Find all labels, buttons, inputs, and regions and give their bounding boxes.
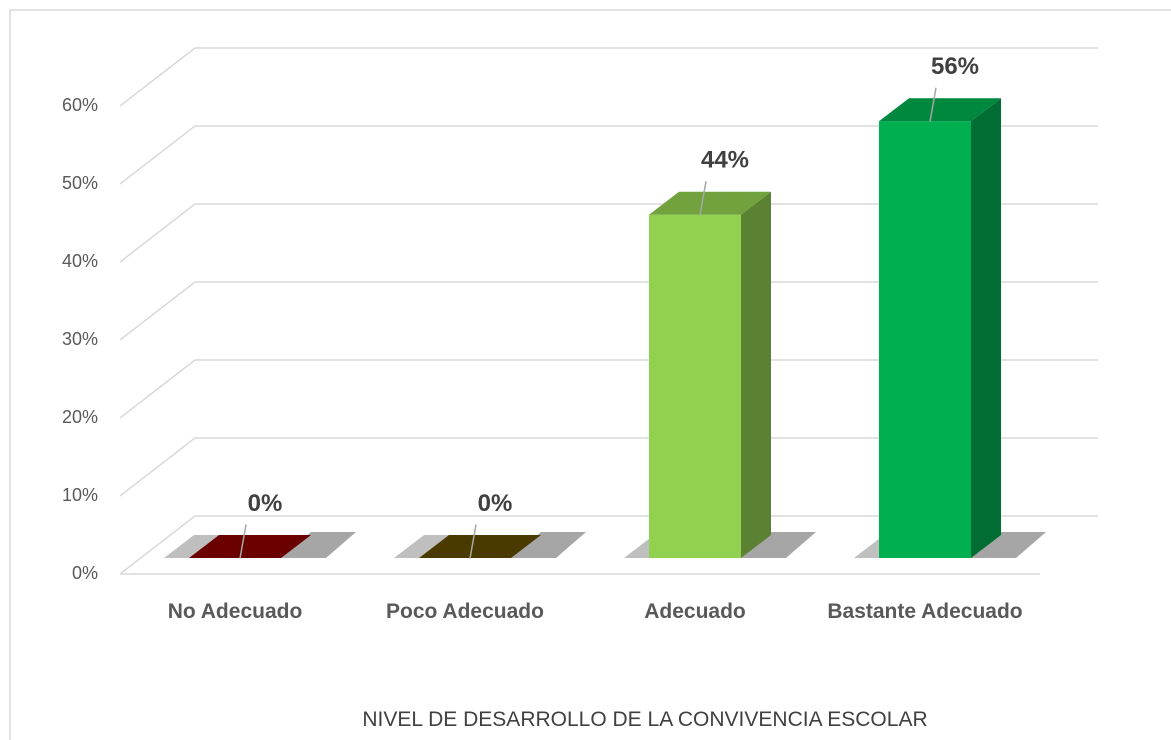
y-tick-label: 40% [62,251,98,271]
bar-top [879,98,1001,122]
x-tick-label: Poco Adecuado [386,600,544,623]
y-tick-label: 10% [62,485,98,505]
y-tick-label: 60% [62,95,98,115]
bar-shadow [164,535,219,558]
y-tick-label: 20% [62,407,98,427]
grid-line-side [119,125,196,185]
bar [624,191,816,559]
grid-line-side [119,437,196,497]
x-tick-label: No Adecuado [167,600,303,623]
bar-shadow [971,532,1046,558]
data-label: 56% [931,53,979,80]
bar [854,98,1046,558]
bar-top [189,535,311,558]
data-label: 0% [248,490,283,517]
leader-line [699,181,707,216]
bar-shadow [741,532,816,558]
grid-line-side [119,203,196,263]
x-tick-label: Adecuado [644,600,746,623]
bar-shadow [394,535,449,558]
leader-line [469,524,477,559]
bar-front [879,121,971,558]
bar-front [649,214,741,559]
x-axis-label: NIVEL DE DESARROLLO DE LA CONVIVENCIA ES… [362,708,928,731]
bar [164,532,356,558]
y-tick-label: 50% [62,173,98,193]
y-tick-label: 0% [72,563,98,583]
data-label: 44% [701,147,749,174]
x-tick-label: Bastante Adecuado [827,600,1023,623]
leader-line [929,87,937,122]
bar-shadow [281,532,356,558]
data-label: 0% [478,490,513,517]
chart-frame [9,9,1171,740]
bar [394,532,586,558]
grid-line-side [119,515,196,575]
bar-top [419,535,541,558]
y-tick-label: 30% [62,329,98,349]
bar-side [741,191,771,559]
bar-shadow [511,532,586,558]
leader-line [239,524,247,559]
bar-side [971,98,1001,558]
grid-line-side [119,359,196,419]
grid-line-side [119,47,196,107]
grid-line-side [119,281,196,341]
bar-top [649,191,771,215]
